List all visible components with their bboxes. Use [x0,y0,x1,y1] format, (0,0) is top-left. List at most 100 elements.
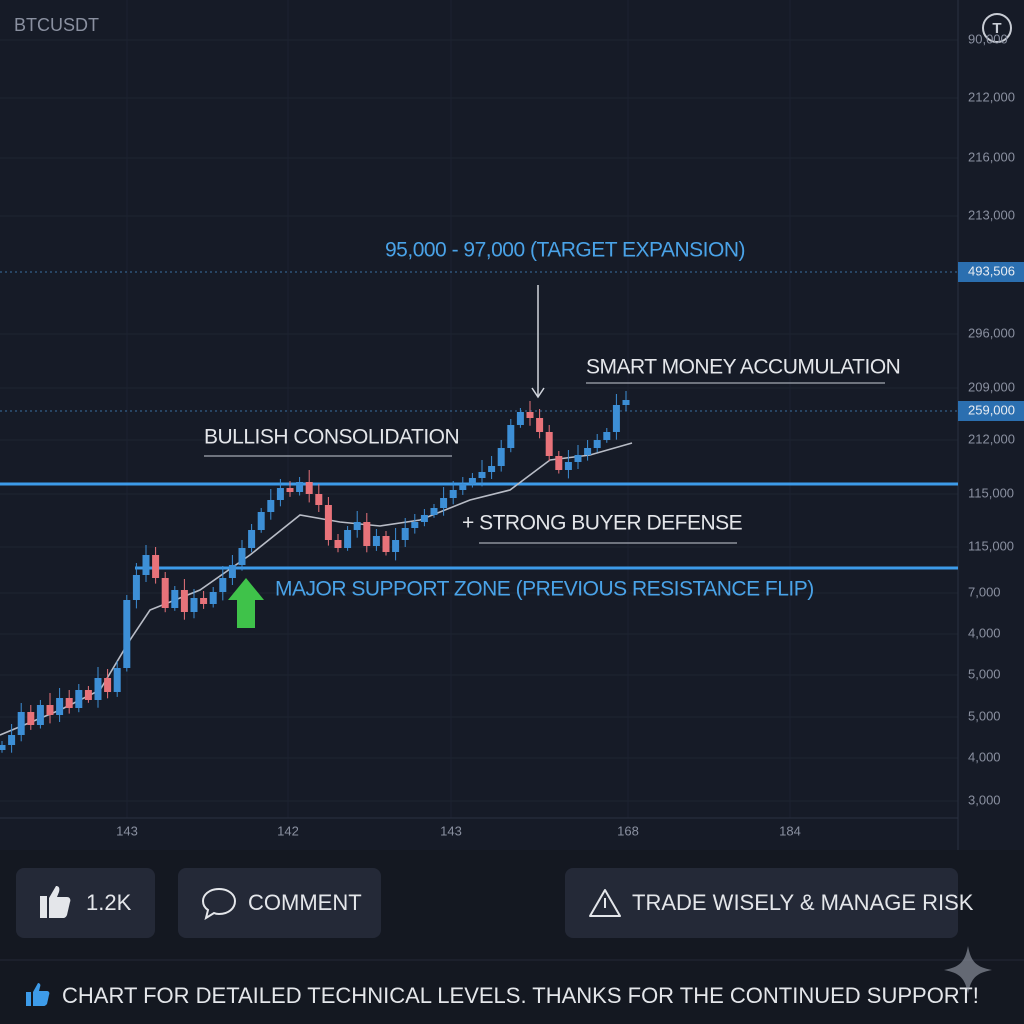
price-tag-label: 493,506 [968,263,1015,278]
grid [0,39,958,802]
price-label: 212,000 [968,431,1015,446]
candle-body [238,548,246,565]
candle-body [180,590,188,612]
candle-body [75,690,83,708]
candle-body [94,678,102,700]
candle-body [104,678,112,692]
candle-body [344,530,352,548]
candle-body [190,598,198,612]
candle-body [8,735,16,745]
candle-body [622,400,630,405]
like-button[interactable] [16,868,155,938]
candles [0,391,630,753]
candle-body [363,522,371,546]
candle-body [305,482,313,494]
candle-body [65,698,73,708]
candle-body [257,512,265,530]
price-label: 4,000 [968,625,1001,640]
candle-body [584,448,592,455]
logo-icon[interactable] [982,13,1012,43]
candle-body [286,488,294,492]
candle-body [488,466,496,472]
candle-body [545,432,553,456]
up-arrow [228,578,264,628]
comment-label: COMMENT [248,890,362,915]
candle-body [440,498,448,508]
candle-body [248,530,256,548]
footer-icon [26,983,50,1006]
price-label: 5,000 [968,666,1001,681]
price-tag-label: 259,000 [968,402,1015,417]
candle-body [200,598,208,604]
sparkle [944,946,992,994]
candle-body [468,478,476,484]
axis: 90,000 212,000 216,000 213,000 296,000 209,00… [116,31,1024,838]
warning-icon [589,889,621,917]
risk-label: TRADE WISELY & MANAGE RISK [632,890,974,915]
risk-button[interactable] [565,868,958,938]
annotation: 95,000 - 97,000 (TARGET EXPANSION) [385,239,745,262]
candle-body [276,488,284,500]
price-label: 212,000 [968,89,1015,104]
footer-text: CHART FOR DETAILED TECHNICAL LEVELS. THA… [62,983,979,1008]
candle-body [478,472,486,478]
candle-body [449,490,457,498]
candle-body [536,418,544,432]
candle-body [56,698,64,715]
price-label: 3,000 [968,792,1001,807]
logo-letter: T [992,20,1001,37]
candle-body [612,405,620,432]
symbol: BTCUSDT [14,15,99,35]
candle-body [574,455,582,462]
candle-body [555,456,563,470]
candle-body [507,425,515,448]
candle-body [123,600,131,668]
price-label: 213,000 [968,207,1015,222]
candle-body [315,494,323,505]
candle-body [27,712,35,725]
comment-button[interactable] [178,868,381,938]
time-label: 184 [779,823,801,838]
price-tag [958,262,1024,282]
price-label: 115,000 [968,485,1014,500]
time-label: 143 [116,823,138,838]
candle-body [603,432,611,440]
candle-body [0,745,6,750]
candle-body [152,555,160,578]
candle-body [401,528,409,540]
candle-body [171,590,179,608]
candle-body [209,592,217,604]
comment-icon [201,887,237,921]
annotation: MAJOR SUPPORT ZONE (PREVIOUS RESISTANCE … [275,578,814,601]
annotation: BULLISH CONSOLIDATION [204,426,459,449]
candle-body [228,565,236,578]
candle-body [132,575,140,600]
candle-body [516,412,524,425]
candle-body [459,484,467,490]
candle-body [219,578,227,592]
candle-body [564,462,572,470]
like-count: 1.2K [86,890,132,915]
price-label: 7,000 [968,584,1001,599]
candle-body [420,515,428,522]
price-label: 216,000 [968,149,1015,164]
candle-body [411,522,419,528]
candle-body [296,482,304,492]
candle-body [430,508,438,515]
price-tag [958,401,1024,421]
candle-body [334,540,342,548]
price-label: 296,000 [968,325,1015,340]
time-label: 142 [277,823,299,838]
candle-body [17,712,25,735]
price-label: 4,000 [968,749,1001,764]
time-label: 143 [440,823,462,838]
candle-body [497,448,505,466]
candle-body [161,578,169,608]
price-label: 90,000 [968,31,1008,46]
candle-body [267,500,275,512]
candle-body [113,668,121,692]
like-icon [40,886,71,918]
candle-body [372,536,380,546]
